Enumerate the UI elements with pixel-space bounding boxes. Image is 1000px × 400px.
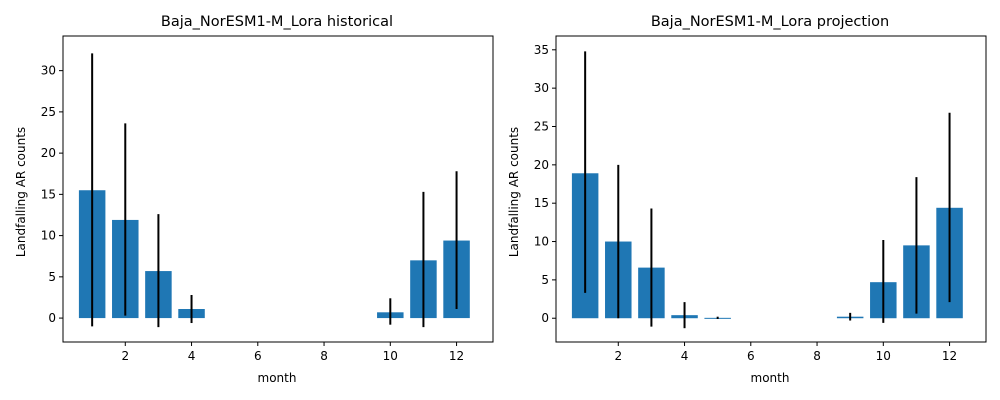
x-tick-label-historical: 8 bbox=[320, 349, 328, 363]
x-tick-label-historical: 10 bbox=[383, 349, 398, 363]
x-tick-label-projection: 2 bbox=[614, 349, 622, 363]
chart-title-projection: Baja_NorESM1-M_Lora projection bbox=[651, 14, 889, 30]
y-tick-label-historical: 25 bbox=[41, 105, 56, 119]
chart-title-historical: Baja_NorESM1-M_Lora historical bbox=[161, 14, 393, 30]
panel-projection: Baja_NorESM1-M_Lora projection 2 4 6 8 10 12 0… bbox=[507, 14, 987, 385]
x-axis-label-historical: month bbox=[258, 371, 297, 385]
panel-historical: Baja_NorESM1-M_Lora historical 2 4 6 8 10 12 0… bbox=[14, 14, 494, 385]
y-tick-label-projection: 5 bbox=[541, 273, 549, 287]
y-axis-label-projection: Landfalling AR counts bbox=[507, 127, 521, 257]
y-tick-label-projection: 10 bbox=[534, 235, 549, 249]
plot-area-historical: 2 4 6 8 10 12 0 5 10 15 20 25 30 bbox=[41, 35, 494, 363]
x-axis-label-projection: month bbox=[751, 371, 790, 385]
x-tick-label-projection: 10 bbox=[876, 349, 891, 363]
x-tick-label-historical: 6 bbox=[254, 349, 262, 363]
x-tick-label-projection: 6 bbox=[747, 349, 755, 363]
y-tick-label-projection: 0 bbox=[541, 311, 549, 325]
y-tick-label-historical: 15 bbox=[41, 187, 56, 201]
y-tick-label-projection: 30 bbox=[534, 81, 549, 95]
y-tick-label-projection: 25 bbox=[534, 119, 549, 133]
y-tick-label-projection: 35 bbox=[534, 43, 549, 57]
x-tick-label-projection: 4 bbox=[681, 349, 689, 363]
y-tick-label-historical: 20 bbox=[41, 146, 56, 160]
x-tick-label-historical: 12 bbox=[449, 349, 464, 363]
x-tick-label-projection: 8 bbox=[813, 349, 821, 363]
x-tick-label-historical: 4 bbox=[188, 349, 196, 363]
y-tick-label-projection: 15 bbox=[534, 196, 549, 210]
y-tick-label-projection: 20 bbox=[534, 158, 549, 172]
axes-frame-historical bbox=[62, 35, 494, 343]
y-tick-label-historical: 5 bbox=[48, 270, 56, 284]
y-tick-label-historical: 10 bbox=[41, 229, 56, 243]
y-tick-label-historical: 30 bbox=[41, 64, 56, 78]
plot-area-projection: 2 4 6 8 10 12 0 5 10 15 20 25 30 35 bbox=[534, 35, 987, 363]
y-tick-label-historical: 0 bbox=[48, 311, 56, 325]
x-tick-label-projection: 12 bbox=[942, 349, 957, 363]
y-axis-label-historical: Landfalling AR counts bbox=[14, 127, 28, 257]
x-tick-label-historical: 2 bbox=[121, 349, 129, 363]
axes-frame-projection bbox=[555, 35, 987, 343]
